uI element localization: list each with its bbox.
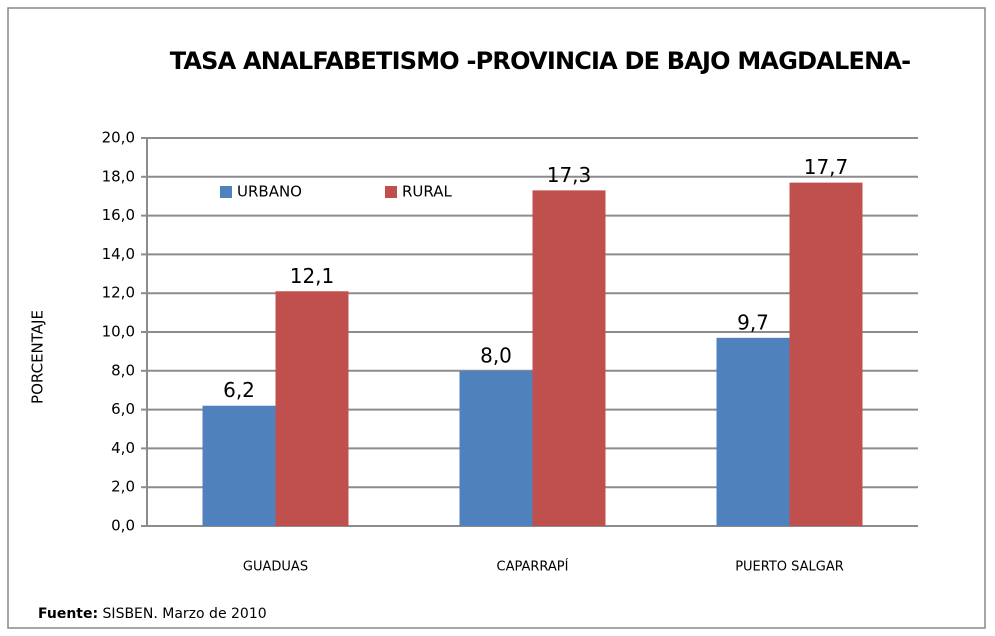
- y-tick-label: 0,0: [111, 517, 135, 535]
- legend-swatch: [220, 186, 232, 198]
- y-tick-label: 2,0: [111, 478, 135, 496]
- y-axis-label: PORCENTAJE: [29, 310, 47, 404]
- y-tick-label: 8,0: [111, 361, 135, 379]
- x-tick-label: PUERTO SALGAR: [735, 560, 844, 575]
- value-label: 9,7: [737, 310, 769, 334]
- y-tick-label: 16,0: [102, 206, 135, 224]
- bar: [789, 182, 863, 526]
- bar: [716, 337, 790, 526]
- bar: [459, 370, 533, 526]
- value-label: 6,2: [223, 378, 255, 402]
- x-tick-label: CAPARRAPÍ: [497, 559, 569, 575]
- value-label: 12,1: [290, 264, 335, 288]
- legend-label: RURAL: [402, 183, 452, 201]
- y-tick-label: 12,0: [102, 284, 135, 302]
- y-tick-label: 6,0: [111, 400, 135, 418]
- y-tick-label: 20,0: [102, 129, 135, 147]
- bar: [202, 405, 276, 526]
- bar: [275, 291, 349, 526]
- y-tick-label: 4,0: [111, 439, 135, 457]
- value-label: 8,0: [480, 343, 512, 367]
- legend-label: URBANO: [237, 183, 302, 201]
- y-tick-label: 18,0: [102, 167, 135, 185]
- source: Fuente: SISBEN. Marzo de 2010: [38, 606, 267, 622]
- value-label: 17,3: [547, 163, 592, 187]
- x-tick-label: GUADUAS: [243, 560, 308, 575]
- bar: [532, 190, 606, 526]
- y-tick-label: 10,0: [102, 323, 135, 341]
- y-tick-label: 14,0: [102, 245, 135, 263]
- legend-swatch: [385, 186, 397, 198]
- source-label: Fuente:: [38, 606, 98, 622]
- source-text: SISBEN. Marzo de 2010: [103, 606, 267, 622]
- value-label: 17,7: [804, 155, 849, 179]
- chart-title: TASA ANALFABETISMO -PROVINCIA DE BAJO MA…: [170, 47, 911, 75]
